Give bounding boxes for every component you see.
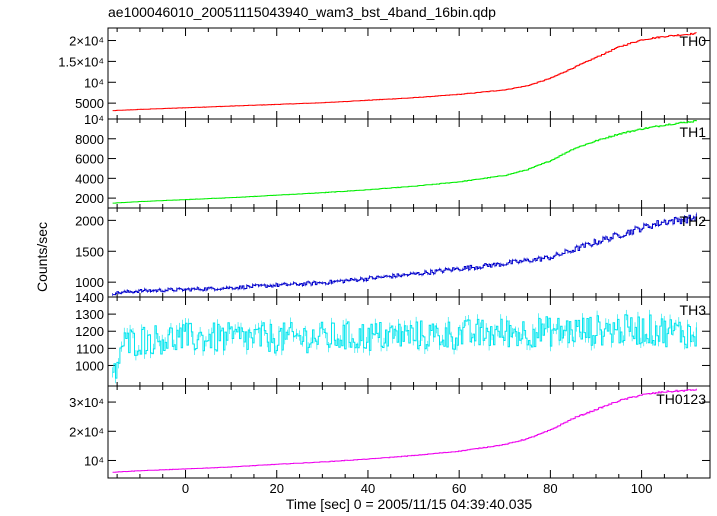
y-tick-label: 10⁴ (84, 453, 104, 468)
y-tick-label: 8000 (75, 132, 104, 147)
panel-th3: 1000 1100 1200 1300 1400 TH3 (75, 290, 711, 387)
y-tick-label: 10⁴ (84, 75, 104, 90)
y-tick-label: 1500 (75, 244, 104, 259)
y-tick-label: 2000 (75, 213, 104, 228)
x-tick-label: 20 (270, 481, 284, 496)
x-tick-label: 80 (543, 481, 557, 496)
y-tick-label: 10⁴ (84, 112, 104, 127)
panel-label: TH0 (680, 33, 707, 49)
x-axis-label: Time [sec] 0 = 2005/11/15 04:39:40.035 (286, 496, 533, 512)
y-tick-label: 3×10⁴ (69, 395, 104, 410)
plot-title: ae100046010_20051115043940_wam3_bst_4ban… (108, 4, 496, 20)
panel-th2: 1000 1500 2000 TH2 (75, 207, 711, 298)
y-tick-label: 1400 (75, 290, 104, 305)
panel-frame (107, 27, 711, 120)
series-trace-th1 (112, 120, 697, 204)
y-tick-label: 5000 (75, 96, 104, 111)
panel-frame (107, 207, 711, 298)
y-tick-label: 1000 (75, 275, 104, 290)
series-trace-th0123 (112, 388, 697, 473)
panel-th0123: 10⁴ 2×10⁴ 3×10⁴ TH0123 (69, 385, 711, 479)
y-axis-label: Counts/sec (34, 222, 50, 292)
y-tick-label: 1.5×10⁴ (58, 54, 104, 69)
y-tick-label: 1300 (75, 307, 104, 322)
x-tick-labels: 0 20 40 60 80 100 (182, 481, 653, 496)
panel-label: TH1 (680, 124, 707, 140)
series-trace-th0 (112, 32, 697, 112)
y-tick-label: 1100 (76, 341, 104, 356)
x-tick-label: 40 (361, 481, 375, 496)
y-tick-label: 1200 (75, 324, 104, 339)
y-tick-label: 2×10⁴ (69, 424, 104, 439)
panel-frame (107, 385, 711, 479)
panel-th1: 2000 4000 6000 8000 10⁴ TH1 (75, 112, 711, 209)
series-trace-th2 (112, 214, 697, 296)
y-tick-label: 4000 (75, 171, 104, 186)
x-tick-label: 0 (182, 481, 189, 496)
y-tick-label: 6000 (75, 152, 104, 167)
y-tick-label: 1000 (75, 358, 104, 373)
x-tick-label: 60 (452, 481, 466, 496)
x-tick-label: 100 (631, 481, 653, 496)
panel-label: TH3 (680, 302, 707, 318)
panel-th0: 5000 10⁴ 1.5×10⁴ 2×10⁴ TH0 (58, 27, 711, 120)
panel-label: TH0123 (656, 391, 706, 407)
y-tick-label: 2×10⁴ (69, 34, 104, 49)
panel-label: TH2 (680, 213, 707, 229)
y-tick-label: 2000 (75, 191, 104, 206)
panel-frame (107, 118, 711, 209)
